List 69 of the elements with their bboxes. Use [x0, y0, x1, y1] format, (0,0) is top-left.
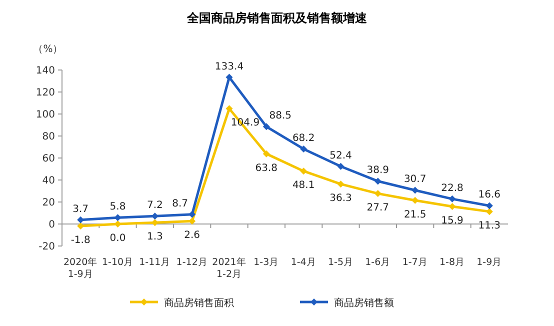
x-tick-label: 1-11月 [139, 257, 171, 268]
x-tick-label: 1-12月 [176, 257, 208, 268]
x-tick-label: 2020年 1-9月 [63, 256, 98, 280]
chart-title: 全国商品房销售面积及销售额增速 [186, 11, 368, 25]
point [226, 105, 233, 112]
x-tick-label: 1-8月 [439, 257, 466, 268]
x-tick-label: 1-7月 [402, 257, 428, 268]
point [412, 186, 419, 194]
data-label: 5.8 [110, 202, 126, 213]
data-label: 2.6 [184, 230, 200, 242]
data-label: 68.2 [292, 132, 315, 144]
x-tick-label: 1-10月 [102, 257, 134, 268]
data-label: 8.7 [172, 198, 188, 210]
point [77, 216, 84, 224]
data-label: 15.9 [441, 216, 464, 227]
y-tick-label: 120 [36, 88, 55, 98]
data-label: 52.4 [330, 150, 352, 162]
data-label: 22.8 [441, 182, 464, 194]
data-label: 30.7 [404, 174, 426, 186]
point [448, 203, 456, 210]
data-label: 133.4 [214, 61, 244, 72]
x-tick-label: 1-5月 [328, 257, 354, 268]
y-tick-label: 60 [42, 154, 55, 164]
y-tick-label: 0 [48, 220, 55, 230]
point [412, 196, 419, 204]
data-label: 1.3 [146, 232, 163, 243]
x-tick-label: 1-3月 [254, 257, 280, 268]
point [114, 220, 122, 228]
y-tick-label: -20 [38, 242, 55, 252]
point [226, 74, 233, 81]
data-label: -1.8 [70, 234, 90, 246]
y-tick-label: 100 [36, 110, 55, 120]
data-label: 36.3 [330, 193, 352, 204]
point [300, 168, 308, 175]
point [337, 180, 344, 188]
data-label: 11.3 [478, 220, 501, 232]
data-label: 27.7 [366, 202, 390, 214]
legend-label: 商品房销售面积 [164, 297, 234, 309]
data-label: 48.1 [292, 180, 315, 192]
y-axis-title: （%） [33, 44, 63, 55]
data-label: 16.6 [478, 190, 501, 201]
x-tick-label: 1-6月 [365, 257, 391, 268]
point [188, 218, 196, 225]
x-tick-label: 2021年 1-2月 [212, 256, 246, 280]
point [337, 162, 344, 170]
point [188, 210, 196, 218]
point [486, 208, 493, 216]
point [374, 190, 382, 198]
point [262, 150, 270, 158]
y-tick-label: 140 [36, 66, 55, 76]
point [300, 145, 308, 152]
point [448, 195, 456, 202]
legend-label: 商品房销售额 [334, 297, 394, 309]
data-label: 63.8 [255, 162, 278, 174]
x-tick-label: 1-9月 [476, 257, 502, 268]
point [374, 178, 382, 185]
data-label: 38.9 [366, 165, 390, 176]
y-tick-label: 80 [42, 132, 55, 142]
y-tick-label: 40 [42, 176, 55, 186]
point [486, 202, 493, 210]
data-label: 88.5 [269, 110, 292, 122]
point [114, 214, 122, 222]
data-label: 7.2 [146, 200, 163, 212]
data-label: 21.5 [404, 209, 426, 220]
point [262, 123, 270, 130]
data-label: 0.0 [110, 233, 126, 244]
y-tick-label: 20 [42, 198, 55, 208]
x-tick-label: 1-4月 [290, 257, 316, 268]
data-label: 3.7 [72, 204, 89, 215]
